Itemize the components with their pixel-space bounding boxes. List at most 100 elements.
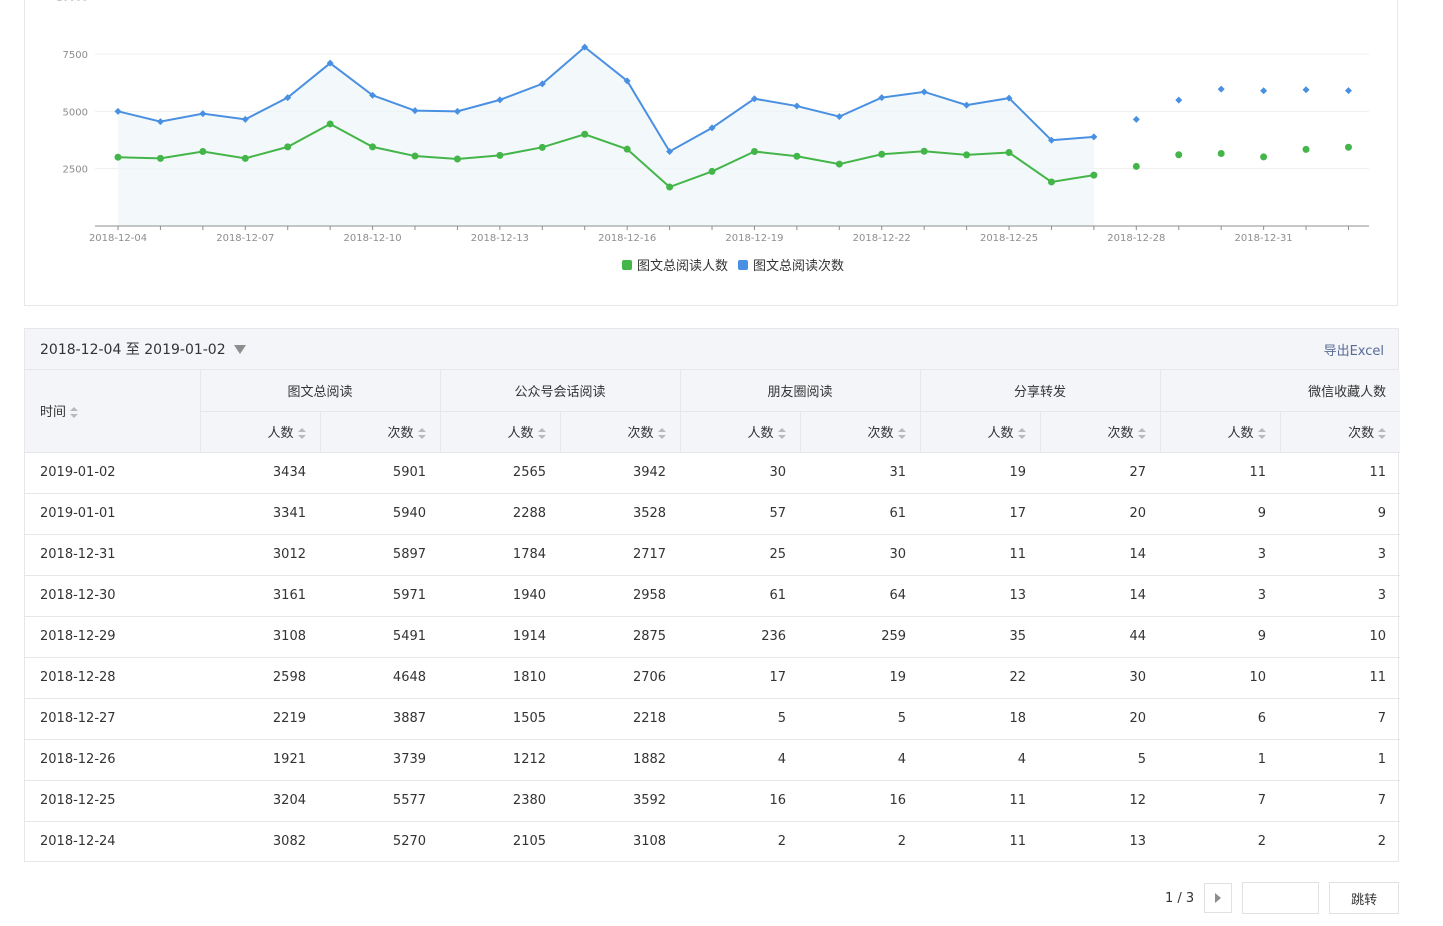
value-cell: 16 — [680, 780, 801, 822]
value-cell: 7 — [1280, 780, 1401, 822]
export-excel-link[interactable]: 导出Excel — [1323, 343, 1384, 359]
data-point — [1260, 87, 1268, 95]
data-point — [1005, 94, 1013, 102]
value-cell: 61 — [800, 493, 921, 535]
value-cell: 11 — [1160, 452, 1281, 494]
value-cell: 4 — [920, 739, 1041, 781]
value-cell: 19 — [800, 657, 921, 699]
date-cell: 2018-12-24 — [40, 834, 116, 850]
value-cell: 12 — [1040, 780, 1161, 822]
value-cell: 2288 — [440, 493, 561, 535]
sub-header-7[interactable]: 次数 — [1039, 411, 1161, 453]
value-cell: 31 — [800, 452, 921, 494]
value-cell: 20 — [1040, 698, 1161, 740]
data-point — [156, 154, 164, 162]
value-cell: 1 — [1160, 739, 1281, 781]
data-point — [1302, 86, 1310, 94]
pagination: 1 / 3 跳转 — [1165, 882, 1400, 914]
sort-icon — [297, 428, 306, 439]
data-point — [199, 110, 207, 118]
legend-item-readers[interactable]: 图文总阅读人数 — [622, 255, 728, 274]
value-cell: 2 — [1257, 834, 1267, 850]
data-point — [284, 94, 292, 102]
sub-header-label: 人数 — [267, 426, 294, 441]
value-cell: 2219 — [200, 698, 320, 740]
x-tick-label: 2018-12-31 — [1235, 233, 1293, 244]
group-header-session-reads: 公众号会话阅读 — [439, 370, 681, 412]
data-point — [963, 151, 971, 159]
data-point — [581, 43, 589, 51]
value-cell: 9 — [1280, 493, 1401, 535]
sub-header-3[interactable]: 次数 — [559, 411, 681, 453]
page-number-input[interactable] — [1242, 882, 1320, 914]
value-cell: 236 — [680, 616, 801, 658]
date-cell: 2018-12-27 — [25, 698, 200, 740]
next-page-button[interactable] — [1204, 883, 1233, 913]
data-point — [156, 118, 164, 126]
data-point — [1090, 133, 1098, 141]
sort-icon — [1378, 428, 1387, 439]
trend-chart-panel: 10000 7500 5000 2500 2018-12-04 2018-12-07 201… — [24, 0, 1398, 306]
date-cell: 2018-12-31 — [25, 534, 200, 576]
date-cell: 2018-12-26 — [25, 739, 200, 781]
group-header-total-reads: 图文总阅读 — [199, 370, 441, 412]
value-cell: 64 — [800, 575, 921, 617]
sub-header-4[interactable]: 人数 — [679, 411, 801, 453]
sub-header-8[interactable]: 人数 — [1159, 411, 1281, 453]
value-cell: 17 — [920, 493, 1041, 535]
sub-header-0[interactable]: 人数 — [199, 411, 320, 453]
sub-header-label: 次数 — [627, 426, 654, 441]
value-cell: 3341 — [200, 493, 320, 535]
table-row: 2018-12-27 2219 3887 1505 2218 5 5 18 20 6 7 — [25, 698, 1401, 740]
data-point — [369, 91, 377, 99]
value-cell: 11 — [920, 780, 1041, 822]
sort-icon — [70, 407, 79, 419]
value-cell: 3204 — [200, 780, 320, 822]
value-cell: 6 — [1160, 698, 1281, 740]
value-cell: 18 — [920, 698, 1041, 740]
series-line-0 — [117, 122, 1095, 189]
value-cell: 2 — [1377, 834, 1387, 850]
sub-header-1[interactable]: 次数 — [319, 411, 441, 453]
data-point — [793, 152, 801, 160]
value-cell: 30 — [800, 534, 921, 576]
value-cell: 1882 — [560, 739, 681, 781]
date-cell: 2018-12-25 — [25, 780, 200, 822]
table-row: 2018-12-29 3108 5491 1914 2875 236 259 35 44 9 10 — [25, 616, 1401, 658]
sub-header-9[interactable]: 次数 — [1279, 411, 1401, 453]
legend-item-reads[interactable]: 图文总阅读次数 — [738, 255, 844, 274]
data-point — [1175, 96, 1183, 104]
date-cell: 2018-12-29 — [25, 616, 200, 658]
sub-header-6[interactable]: 人数 — [919, 411, 1041, 453]
data-point — [1005, 149, 1013, 157]
value-cell: 2565 — [440, 452, 561, 494]
value-cell: 2875 — [560, 616, 681, 658]
value-cell: 10 — [1160, 657, 1281, 699]
data-point — [750, 147, 758, 155]
legend-label-readers: 图文总阅读人数 — [637, 259, 729, 274]
date-range-selector[interactable]: 2018-12-04 至 2019-01-02 — [40, 339, 246, 359]
group-header-moments-reads: 朋友圈阅读 — [679, 370, 921, 412]
column-header-time[interactable]: 时间 — [25, 370, 200, 453]
sub-header-2[interactable]: 人数 — [439, 411, 561, 453]
jump-button[interactable]: 跳转 — [1329, 882, 1400, 914]
data-point — [1132, 162, 1140, 170]
data-point — [411, 107, 419, 115]
table-row: 2018-12-26 1921 3739 1212 1882 4 4 4 5 1 1 — [25, 739, 1401, 781]
table-row: 2018-12-30 3161 5971 1940 2958 61 64 13 14 3 3 — [25, 575, 1401, 617]
value-cell: 25 — [680, 534, 801, 576]
value-cell: 5940 — [320, 493, 441, 535]
sub-header-label: 人数 — [507, 426, 534, 441]
sub-header-5[interactable]: 次数 — [799, 411, 921, 453]
value-cell: 22 — [920, 657, 1041, 699]
x-tick-label: 2018-12-19 — [725, 233, 783, 244]
x-tick-label: 2018-12-25 — [980, 233, 1038, 244]
value-cell: 5 — [680, 698, 801, 740]
sort-icon — [1137, 428, 1146, 439]
value-cell: 3 — [1280, 575, 1401, 617]
value-cell: 3528 — [560, 493, 681, 535]
value-cell: 259 — [800, 616, 921, 658]
data-point — [1217, 85, 1225, 93]
table-row: 2018-12-28 2598 4648 1810 2706 17 19 22 30 10 11 — [25, 657, 1401, 699]
value-cell: 3 — [1160, 575, 1281, 617]
